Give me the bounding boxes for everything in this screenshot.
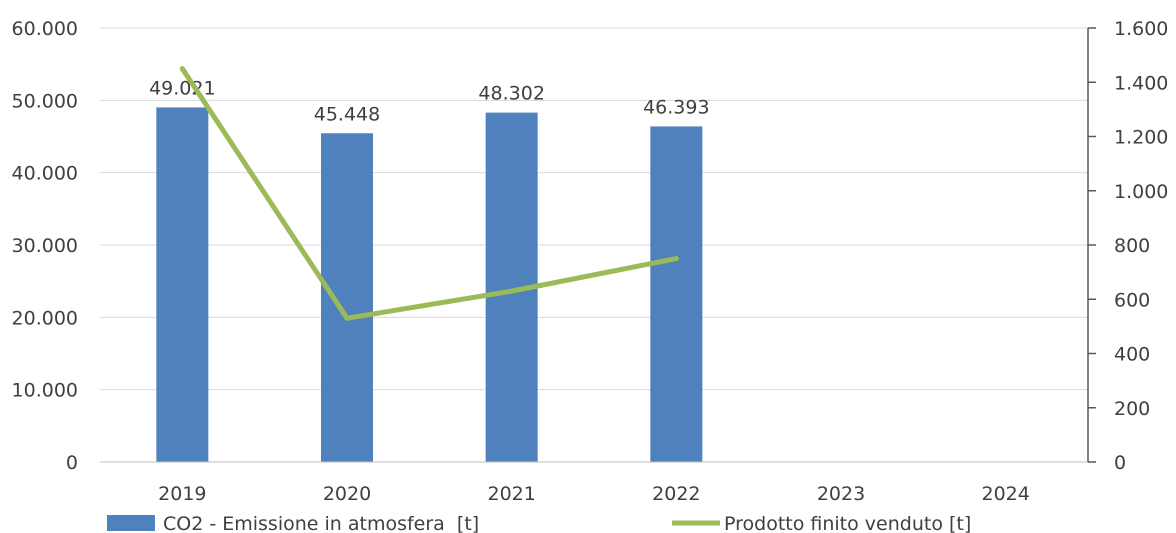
left-axis-tick-label: 50.000 (12, 90, 78, 112)
left-axis-tick-label: 10.000 (12, 380, 78, 402)
line-series (179, 66, 679, 321)
bar (321, 133, 373, 462)
legend-label-prodotto: Prodotto finito venduto [t] (724, 513, 971, 533)
bar-series (156, 107, 703, 463)
legend: CO2 - Emissione in atmosfera [t] Prodott… (107, 513, 971, 533)
x-axis-tick-label: 2020 (323, 483, 371, 505)
x-axis-tick-label: 2022 (652, 483, 700, 505)
right-axis-tick-label: 600 (1114, 289, 1150, 311)
bar-data-label: 48.302 (478, 83, 544, 105)
right-axis-tick-label: 1.400 (1114, 72, 1168, 94)
left-axis-tick-label: 30.000 (12, 235, 78, 257)
line-point (509, 288, 515, 294)
right-axis-tick-label: 1.200 (1114, 127, 1168, 149)
right-axis-tick-labels: 0 200 400 600 800 1.000 1.200 1.400 1.600 (1114, 18, 1168, 474)
left-axis-tick-label: 60.000 (12, 18, 78, 40)
right-axis-tick-label: 200 (1114, 398, 1150, 420)
axes (100, 27, 1096, 463)
line-point (344, 315, 350, 321)
right-axis-tick-label: 1.000 (1114, 181, 1168, 203)
right-axis-tick-label: 0 (1114, 452, 1126, 474)
gridlines (100, 27, 1088, 391)
line-path (179, 66, 679, 321)
bar-data-label: 49.021 (149, 77, 215, 99)
legend-swatch-co2 (107, 515, 155, 531)
bar-data-label: 45.448 (314, 103, 380, 125)
legend-label-co2: CO2 - Emissione in atmosfera [t] (163, 513, 479, 533)
x-axis-tick-label: 2019 (158, 483, 206, 505)
right-axis-tick-label: 400 (1114, 344, 1150, 366)
left-axis-tick-labels: 0 10.000 20.000 30.000 40.000 50.000 60.000 (12, 18, 78, 474)
bar (650, 126, 703, 463)
left-axis-tick-label: 20.000 (12, 307, 78, 329)
left-axis-tick-label: 40.000 (12, 163, 78, 185)
left-axis-tick-label: 0 (66, 452, 78, 474)
x-axis-tick-label: 2023 (817, 483, 865, 505)
bar-data-label: 46.393 (643, 96, 709, 118)
right-axis-tick-label: 1.600 (1114, 18, 1168, 40)
right-axis-tick-label: 800 (1114, 235, 1150, 257)
bar (156, 107, 209, 462)
line-point (179, 66, 185, 72)
x-axis-tick-label: 2021 (487, 483, 535, 505)
x-axis-tick-label: 2024 (981, 483, 1029, 505)
bar-data-labels: 49.021 45.448 48.302 46.393 (149, 77, 709, 125)
x-axis-tick-labels: 2019 2020 2021 2022 2023 2024 (158, 483, 1030, 505)
line-point (673, 256, 679, 262)
